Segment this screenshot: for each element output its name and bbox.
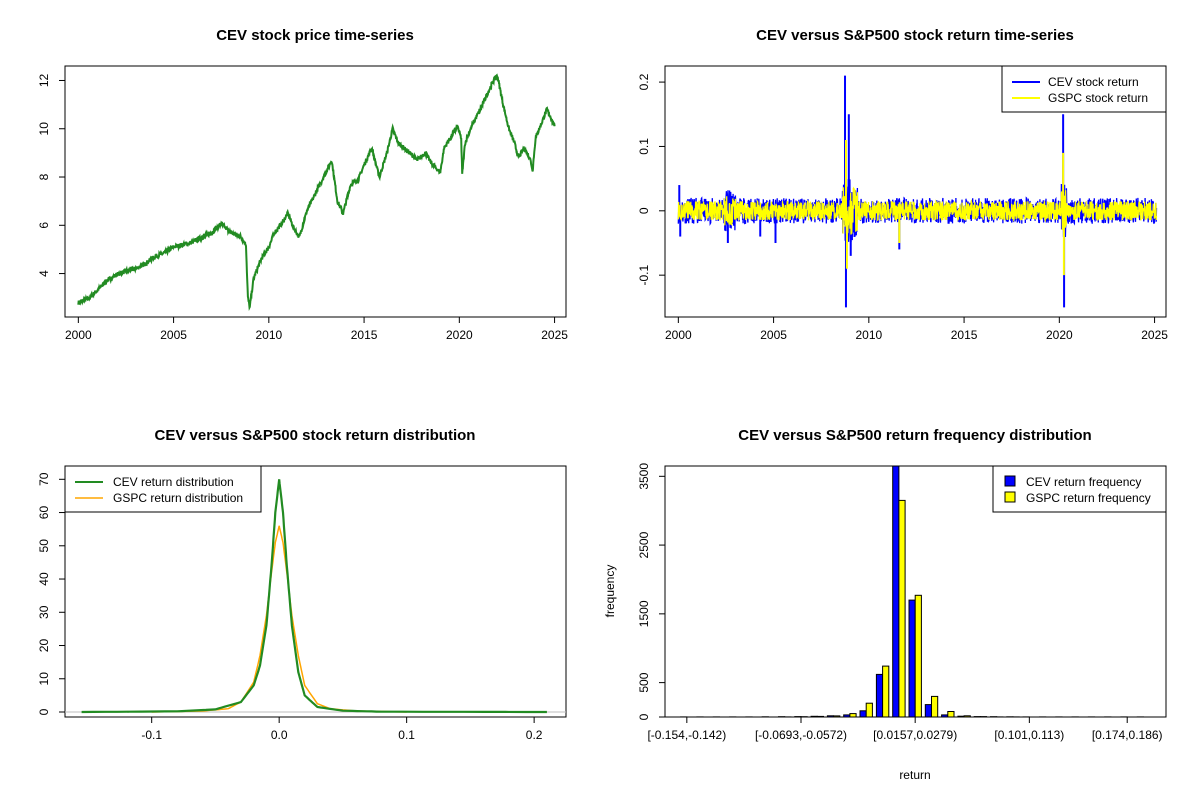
- frequency-legend-box: [992, 465, 1167, 513]
- price-y-tick-label: 4: [37, 270, 51, 277]
- density-legend-box: [64, 465, 262, 513]
- density-legend-label-gspc: GSPC return distribution: [113, 491, 243, 505]
- price-y-tick-label: 6: [37, 222, 51, 229]
- frequency-y-tick-label: 500: [637, 672, 651, 692]
- price-line: [77, 73, 556, 311]
- frequency-y-tick-label: 0: [637, 713, 651, 720]
- price-chart-panel: CEV stock price time-series 2000 2005 2010…: [37, 27, 568, 342]
- frequency-y-axis-label: frequency: [603, 565, 617, 618]
- returns-plot-frame: [664, 65, 1167, 318]
- returns-y-tick-label: 0.1: [637, 138, 651, 155]
- density-line-cev: [81, 479, 547, 714]
- frequency-legend-swatch-gspc: [1004, 491, 1016, 503]
- price-axes: 2000 2005 2010 2015 2020 2025 4 6 8 10 12: [37, 73, 568, 342]
- density-y-tick-label: 50: [37, 539, 51, 553]
- density-legend-label-cev: CEV return distribution: [113, 475, 234, 489]
- frequency-bar-gspc: [849, 713, 857, 718]
- frequency-legend-label-gspc: GSPC return frequency: [1026, 491, 1151, 505]
- frequency-y-tick-label: 3500: [637, 463, 651, 490]
- frequency-legend: CEV return frequency GSPC return frequen…: [992, 465, 1167, 513]
- frequency-bar-cev: [859, 710, 867, 718]
- frequency-x-tick-label: [-0.0693,-0.0572): [755, 728, 847, 742]
- density-x-tick-label: -0.1: [141, 728, 162, 742]
- density-chart-title: CEV versus S&P500 stock return distribut…: [155, 427, 476, 444]
- frequency-bar-cev: [924, 704, 932, 718]
- returns-chart-panel: CEV versus S&P500 stock return time-seri…: [637, 27, 1168, 342]
- price-x-tick-label: 2005: [160, 328, 187, 342]
- density-y-tick-label: 70: [37, 472, 51, 486]
- price-x-tick-label: 2025: [541, 328, 568, 342]
- frequency-bar-gspc: [947, 711, 955, 718]
- frequency-x-tick-label: [0.101,0.113): [994, 728, 1064, 742]
- density-series: [65, 479, 566, 714]
- price-plot-frame: [64, 65, 567, 318]
- returns-axes: 2000 2005 2010 2015 2020 2025 -0.1 0 0.1 0.2: [637, 73, 1168, 342]
- density-y-tick-label: 30: [37, 605, 51, 619]
- frequency-bar-cev: [875, 673, 884, 718]
- frequency-legend-label-cev: CEV return frequency: [1026, 475, 1141, 489]
- price-x-tick-label: 2000: [65, 328, 92, 342]
- price-x-tick-label: 2020: [446, 328, 473, 342]
- density-legend: CEV return distribution GSPC return dist…: [64, 465, 262, 513]
- frequency-bar-gspc: [898, 499, 906, 718]
- returns-x-tick-label: 2025: [1141, 328, 1168, 342]
- frequency-x-tick-label: [0.174,0.186): [1092, 728, 1163, 742]
- frequency-bar-cev: [908, 599, 916, 718]
- returns-x-tick-label: 2015: [951, 328, 978, 342]
- density-y-tick-label: 10: [37, 672, 51, 686]
- returns-x-tick-label: 2020: [1046, 328, 1073, 342]
- returns-chart-title: CEV versus S&P500 stock return time-seri…: [756, 27, 1074, 44]
- price-y-tick-label: 10: [37, 122, 51, 136]
- returns-y-tick-label: -0.1: [637, 265, 651, 286]
- frequency-bar-gspc: [914, 594, 922, 718]
- frequency-axes: [-0.154,-0.142) [-0.0693,-0.0572) [0.0157,…: [637, 463, 1163, 742]
- density-x-tick-label: 0.1: [398, 728, 415, 742]
- returns-legend-label-gspc: GSPC stock return: [1048, 91, 1148, 105]
- returns-x-tick-label: 2000: [665, 328, 692, 342]
- price-y-tick-label: 12: [37, 73, 51, 87]
- returns-legend-box: [1001, 65, 1167, 113]
- returns-legend: CEV stock return GSPC stock return: [1001, 65, 1167, 113]
- frequency-x-tick-label: [-0.154,-0.142): [647, 728, 726, 742]
- density-chart-panel: CEV versus S&P500 stock return distribut…: [37, 427, 567, 742]
- price-x-tick-label: 2010: [255, 328, 282, 342]
- density-line-gspc: [151, 525, 407, 713]
- returns-line-gspc: [677, 186, 1158, 235]
- density-x-tick-label: 0.0: [271, 728, 288, 742]
- returns-x-tick-label: 2005: [760, 328, 787, 342]
- density-axes: -0.1 0.0 0.1 0.2 0 10 20 30 40 50 60 70: [37, 472, 543, 742]
- returns-x-tick-label: 2010: [855, 328, 882, 342]
- returns-series: [677, 75, 1158, 308]
- price-x-tick-label: 2015: [351, 328, 378, 342]
- frequency-x-tick-label: [0.0157,0.0279): [873, 728, 957, 742]
- frequency-bar-gspc: [882, 665, 890, 718]
- density-y-tick-label: 0: [37, 708, 51, 715]
- density-y-tick-label: 40: [37, 572, 51, 586]
- frequency-chart-panel: CEV versus S&P500 return frequency distr…: [603, 427, 1167, 782]
- density-x-tick-label: 0.2: [526, 728, 543, 742]
- frequency-bar-gspc: [931, 695, 939, 718]
- density-plot-frame: [64, 465, 567, 718]
- frequency-bar-cev: [892, 465, 900, 718]
- frequency-y-tick-label: 2500: [637, 531, 651, 558]
- frequency-chart-title: CEV versus S&P500 return frequency distr…: [738, 427, 1091, 444]
- returns-y-tick-label: 0: [637, 207, 651, 214]
- density-y-tick-label: 60: [37, 506, 51, 520]
- frequency-bar-gspc: [865, 702, 873, 718]
- frequency-y-tick-label: 1500: [637, 600, 651, 627]
- returns-legend-label-cev: CEV stock return: [1048, 75, 1139, 89]
- price-series: [77, 73, 556, 311]
- returns-y-tick-label: 0.2: [637, 73, 651, 90]
- frequency-x-axis-label: return: [899, 768, 930, 782]
- price-y-tick-label: 8: [37, 173, 51, 180]
- frequency-legend-swatch-cev: [1004, 475, 1016, 487]
- density-y-tick-label: 20: [37, 639, 51, 653]
- price-chart-title: CEV stock price time-series: [216, 27, 414, 44]
